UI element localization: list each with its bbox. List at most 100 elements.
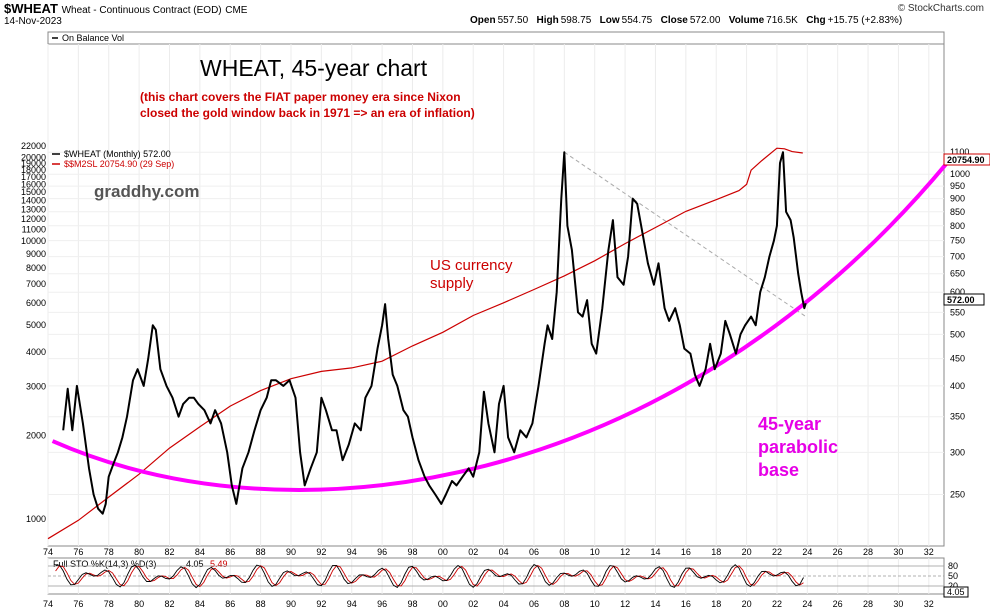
m2-legend: $$M2SL 20754.90 (29 Sep) <box>64 159 174 169</box>
sto-x-tick-label: 98 <box>407 599 417 609</box>
sto-x-tick-label: 76 <box>73 599 83 609</box>
left-tick-label: 16000 <box>21 179 46 189</box>
x-tick-label: 32 <box>924 547 934 557</box>
right-tick-label: 750 <box>950 236 965 246</box>
left-axis-ticks: 1000 2000 3000 4000 5000 6000 7000 8000 9000 1000… <box>21 141 46 524</box>
sto-x-tick-label: 00 <box>438 599 448 609</box>
left-tick-label: 18000 <box>21 165 46 175</box>
sto-x-tick-label: 88 <box>256 599 266 609</box>
base-label-line-3: base <box>758 460 799 480</box>
sto-x-tick-label: 14 <box>650 599 660 609</box>
right-tick-label: 1000 <box>950 169 970 179</box>
price-value-badge <box>943 293 985 306</box>
right-tick-label: 400 <box>950 381 965 391</box>
price-legend: $WHEAT (Monthly) 572.00 <box>64 149 171 159</box>
sto-tick-80: 80 <box>948 561 958 571</box>
chg-label: Chg <box>806 15 826 26</box>
high-value: 598.75 <box>560 15 592 26</box>
x-tick-label: 88 <box>256 547 266 557</box>
sto-k-line <box>55 564 804 589</box>
x-tick-label: 30 <box>893 547 903 557</box>
volume-label: Volume <box>728 15 765 26</box>
sto-x-tick-label: 80 <box>134 599 144 609</box>
x-tick-label: 04 <box>499 547 509 557</box>
x-tick-label: 10 <box>590 547 600 557</box>
sto-x-tick-label: 22 <box>772 599 782 609</box>
sto-x-tick-label: 82 <box>164 599 174 609</box>
sto-tick-20: 20 <box>948 581 958 591</box>
sto-label: Full STO %K(14,3) %D(3) <box>53 559 156 569</box>
open-value: 557.50 <box>497 15 529 26</box>
x-tick-label: 20 <box>742 547 752 557</box>
left-tick-label: 6000 <box>26 298 46 308</box>
base-label-line-1: 45-year <box>758 414 821 434</box>
right-axis-ticks: 250 300 350 400 450 500 550 600 650 700 750 800 850 9… <box>950 147 970 499</box>
sto-x-tick-label: 02 <box>468 599 478 609</box>
obv-label: On Balance Vol <box>62 33 124 43</box>
x-tick-label: 94 <box>347 547 357 557</box>
sto-x-tick-label: 92 <box>316 599 326 609</box>
sto-x-tick-label: 08 <box>559 599 569 609</box>
high-label: High <box>536 15 559 26</box>
x-tick-label: 86 <box>225 547 235 557</box>
sto-d-value: 5.49 <box>210 559 228 569</box>
chart-symbol: $WHEAT Wheat - Continuous Contract (EOD)… <box>4 1 247 16</box>
m2-series-line <box>47 147 803 540</box>
right-tick-label: 650 <box>950 269 965 279</box>
open-label: Open <box>470 15 496 26</box>
x-tick-label: 14 <box>650 547 660 557</box>
left-tick-label: 10000 <box>21 236 46 246</box>
left-tick-label: 9000 <box>26 249 46 259</box>
left-tick-label: 13000 <box>21 204 46 214</box>
m2-value-badge <box>943 153 990 166</box>
left-tick-label: 11000 <box>22 225 46 235</box>
sto-x-tick-label: 24 <box>802 599 812 609</box>
left-tick-label: 5000 <box>26 320 46 330</box>
sto-value-badge-text: 4.05 <box>947 587 965 597</box>
sto-x-tick-label: 16 <box>681 599 691 609</box>
right-tick-label: 550 <box>950 307 965 317</box>
x-tick-label: 18 <box>711 547 721 557</box>
chg-value: +15.75 (+2.83%) <box>827 15 903 26</box>
left-tick-label: 2000 <box>26 430 46 440</box>
sto-x-tick-label: 78 <box>104 599 114 609</box>
sto-x-tick-label: 30 <box>893 599 903 609</box>
x-tick-label: 82 <box>164 547 174 557</box>
chart-date: 14-Nov-2023 <box>4 16 62 27</box>
left-tick-label: 17000 <box>21 172 46 182</box>
stockcharts-credit[interactable]: © StockCharts.com <box>897 3 984 14</box>
x-tick-label: 74 <box>43 547 53 557</box>
sto-x-tick-label: 86 <box>225 599 235 609</box>
volume-value: 716.5K <box>766 15 798 26</box>
right-tick-label: 600 <box>950 287 965 297</box>
m2-value-badge-text: 20754.90 <box>947 155 985 165</box>
x-tick-label: 00 <box>438 547 448 557</box>
left-tick-label: 3000 <box>26 381 46 391</box>
left-tick-label: 22000 <box>21 141 46 151</box>
chart-title: WHEAT, 45-year chart <box>200 55 428 81</box>
sto-x-tick-label: 74 <box>43 599 53 609</box>
x-tick-label: 78 <box>104 547 114 557</box>
close-value: 572.00 <box>689 15 721 26</box>
sto-x-tick-label: 06 <box>529 599 539 609</box>
right-tick-label: 950 <box>950 181 965 191</box>
sto-x-tick-label: 32 <box>924 599 934 609</box>
sto-x-tick-label: 28 <box>863 599 873 609</box>
right-tick-label: 900 <box>950 194 965 204</box>
x-tick-label: 22 <box>772 547 782 557</box>
wheat-price-line <box>62 151 807 515</box>
left-tick-label: 1000 <box>26 514 46 524</box>
subtitle-line-2: closed the gold window back in 1971 => a… <box>140 106 475 120</box>
sto-x-tick-label: 94 <box>347 599 357 609</box>
right-tick-label: 700 <box>950 252 965 262</box>
x-tick-label: 26 <box>833 547 843 557</box>
x-tick-label: 28 <box>863 547 873 557</box>
sto-k-value: 4.05 <box>186 559 204 569</box>
sto-x-tick-label: 10 <box>590 599 600 609</box>
right-tick-label: 800 <box>950 221 965 231</box>
sto-x-tick-label: 12 <box>620 599 630 609</box>
right-tick-label: 300 <box>950 447 965 457</box>
right-tick-label: 250 <box>950 489 965 499</box>
chart-grid <box>47 44 944 594</box>
